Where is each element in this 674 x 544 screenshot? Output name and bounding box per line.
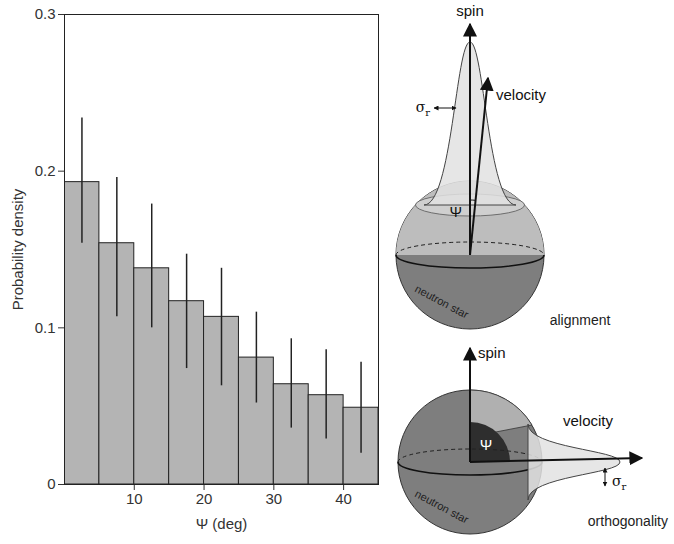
svg-text:spin: spin	[478, 344, 506, 361]
svg-text:orthogonality: orthogonality	[588, 513, 668, 529]
svg-text:neutron star: neutron star	[413, 487, 471, 525]
svg-text:neutron star: neutron star	[413, 282, 471, 320]
svg-text:10: 10	[126, 490, 143, 507]
svg-text:Ψ (deg): Ψ (deg)	[196, 515, 248, 532]
svg-text:σr: σr	[416, 99, 431, 118]
svg-text:0: 0	[47, 475, 55, 492]
svg-text:Probability density: Probability density	[9, 188, 26, 310]
svg-text:Ψ: Ψ	[449, 203, 462, 220]
svg-text:0.2: 0.2	[35, 162, 56, 179]
svg-text:40: 40	[335, 490, 352, 507]
svg-text:30: 30	[265, 490, 282, 507]
svg-text:0.1: 0.1	[35, 319, 56, 336]
svg-text:Ψ: Ψ	[480, 436, 493, 453]
svg-text:velocity: velocity	[563, 412, 614, 429]
svg-text:velocity: velocity	[496, 86, 547, 103]
svg-text:alignment: alignment	[550, 312, 611, 328]
svg-text:0.3: 0.3	[35, 5, 56, 22]
svg-text:σr: σr	[612, 473, 627, 492]
svg-text:20: 20	[196, 490, 213, 507]
svg-text:spin: spin	[456, 2, 484, 19]
